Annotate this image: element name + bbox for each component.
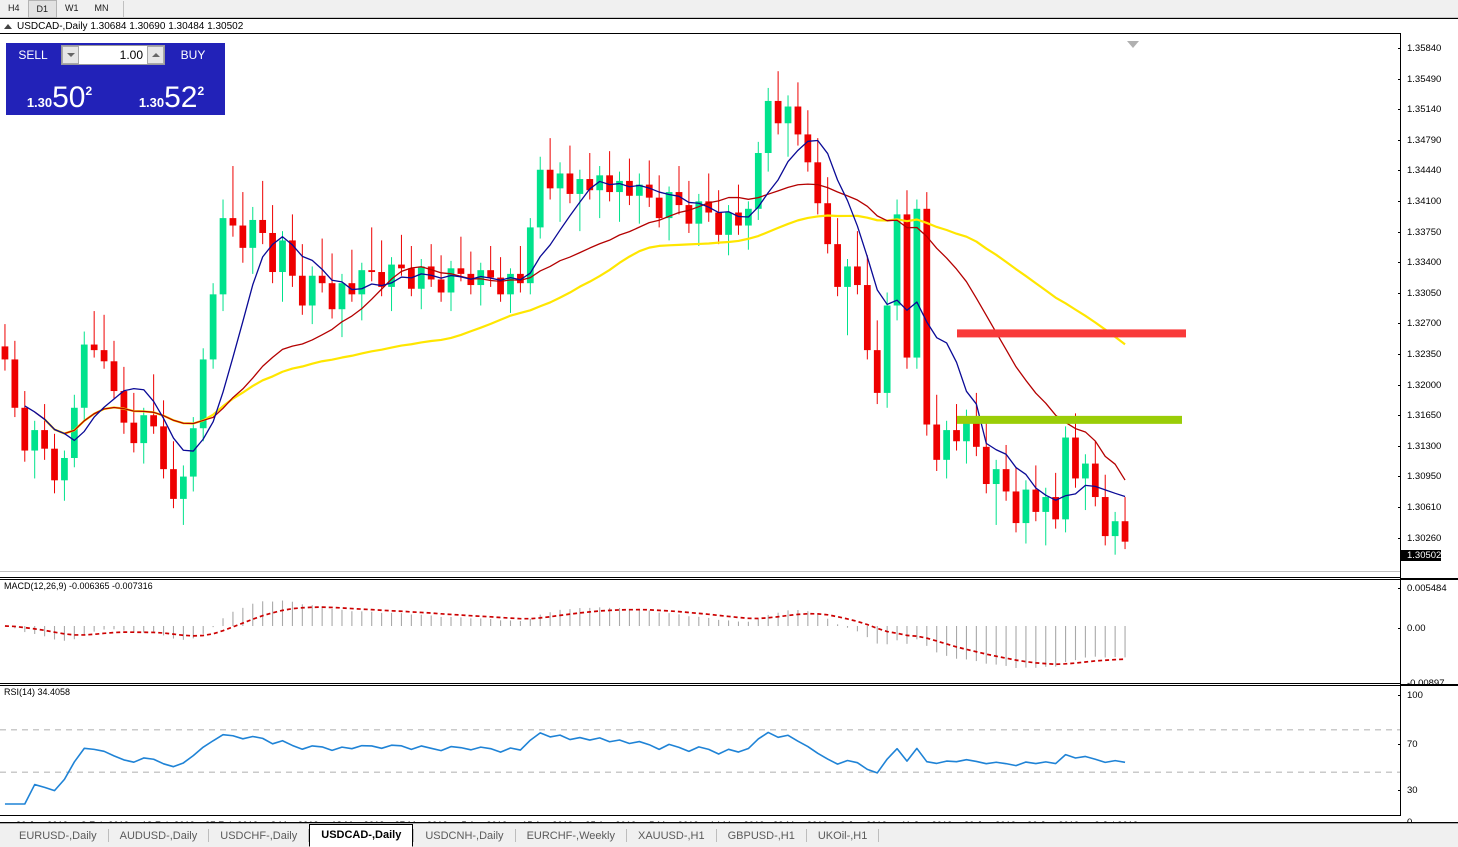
buy-button[interactable]: BUY	[180, 48, 206, 62]
resistance	[957, 329, 1186, 338]
chart-tab[interactable]: USDCHF-,Daily	[220, 829, 298, 842]
chart-tab[interactable]: AUDUSD-,Daily	[119, 829, 198, 842]
rsi-tick: 70	[1398, 739, 1418, 750]
chart-tab[interactable]: EURCHF-,Weekly	[526, 829, 615, 842]
current-price-tick: 1.30502	[1401, 550, 1442, 561]
price-tick: 1.34440	[1397, 165, 1441, 176]
quantity-value[interactable]: 1.00	[119, 48, 143, 62]
macd-tick: 0.00	[1398, 623, 1426, 634]
macd-pane[interactable]: MACD(12,26,9) -0.006365 -0.007316	[0, 579, 1400, 684]
chart-window-header: USDCAD-,Daily 1.30684 1.30690 1.30484 1.…	[0, 19, 1458, 33]
price-tick: 1.35490	[1397, 74, 1441, 85]
timeframe-h4[interactable]: H4	[8, 3, 20, 13]
buy-price-box[interactable]: 1.30 52 2	[118, 69, 225, 115]
tab-divider	[805, 829, 807, 842]
chart-tab[interactable]: EURUSD-,Daily	[19, 829, 97, 842]
price-tick: 1.30950	[1397, 471, 1441, 482]
buy-price-sup: 2	[197, 84, 205, 98]
price-tick: 1.31650	[1397, 410, 1441, 421]
quantity-increment-button[interactable]	[147, 46, 164, 64]
price-tick: 1.34790	[1397, 135, 1441, 146]
chevron-up-icon	[151, 53, 160, 57]
collapse-triangle-icon[interactable]	[4, 23, 12, 29]
macd-tick: -0.00897	[1398, 678, 1445, 689]
price-tick: 1.33400	[1397, 257, 1441, 268]
support	[957, 415, 1182, 424]
scale-divider	[1401, 684, 1458, 685]
sell-button[interactable]: SELL	[18, 48, 48, 62]
chart-tab[interactable]: USDCNH-,Daily	[425, 829, 504, 842]
tab-divider	[308, 829, 310, 842]
price-tick: 1.31300	[1397, 441, 1441, 452]
timeframe-w1[interactable]: W1	[65, 3, 79, 13]
price-tick: 1.33750	[1397, 227, 1441, 238]
scroll-position-marker-icon[interactable]	[1127, 41, 1139, 48]
price-tick: 1.32000	[1397, 380, 1441, 391]
chart-tabbar: EURUSD-,Daily AUDUSD-,Daily USDCHF-,Daily U…	[0, 823, 1458, 847]
chart-tab[interactable]: GBPUSD-,H1	[727, 829, 795, 842]
sell-price-box[interactable]: 1.30 50 2	[6, 69, 113, 115]
trade-panel-top-row: SELL 1.00 BUY	[6, 43, 225, 67]
sell-price-big: 50	[52, 81, 86, 114]
tab-divider	[715, 829, 717, 842]
price-pane[interactable]	[0, 33, 1400, 578]
rsi-tick: 0	[1397, 817, 1412, 828]
timeframe-mn[interactable]: MN	[94, 3, 109, 13]
scale-divider	[1401, 685, 1458, 686]
tab-divider	[878, 829, 880, 842]
timeframe-toolbar: H4 D1 W1 MN	[0, 0, 1458, 18]
sell-price-sup: 2	[85, 84, 93, 98]
chart-tab[interactable]: XAUUSD-,H1	[637, 829, 705, 842]
rsi-tick: 30	[1398, 785, 1418, 796]
price-tick: 1.32700	[1397, 318, 1441, 329]
tab-divider	[625, 829, 627, 842]
chart-window: USDCAD-,Daily 1.30684 1.30690 1.30484 1.…	[0, 18, 1458, 831]
macd-tick: 0.005484	[1398, 583, 1447, 594]
price-tick: 1.30260	[1397, 533, 1441, 544]
toolbar-divider	[122, 0, 124, 17]
rsi-pane[interactable]: RSI(14) 34.4058	[0, 685, 1400, 816]
rsi-label: RSI(14) 34.4058	[4, 687, 74, 697]
sell-price-prefix: 1.30	[26, 95, 53, 110]
tab-divider	[208, 829, 210, 842]
chevron-down-icon	[66, 53, 75, 57]
tab-divider	[413, 829, 415, 842]
quantity-stepper[interactable]: 1.00	[61, 45, 165, 65]
price-tick: 1.35840	[1397, 43, 1441, 54]
macd-chart	[4, 600, 1126, 668]
chart-tab[interactable]: UKOil-,H1	[817, 829, 868, 842]
price-tick: 1.34100	[1397, 196, 1441, 207]
price-tick: 1.35140	[1397, 104, 1441, 115]
candlestick-chart	[1, 71, 1186, 555]
price-tick: 1.32350	[1397, 349, 1441, 360]
scale-divider	[1401, 579, 1458, 580]
quantity-decrement-button[interactable]	[62, 46, 79, 64]
macd-label: MACD(12,26,9) -0.006365 -0.007316	[4, 581, 156, 591]
rsi-tick: 100	[1398, 690, 1423, 701]
tab-divider	[514, 829, 516, 842]
buy-price-prefix: 1.30	[138, 95, 165, 110]
tab-divider	[107, 829, 109, 842]
price-scale[interactable]: 1.35840 1.35490 1.35140 1.34790 1.34440 1.341…	[1397, 33, 1458, 828]
buy-price-big: 52	[164, 81, 198, 114]
timeframe-d1[interactable]: D1	[27, 0, 58, 18]
chart-tab[interactable]: USDCAD-,Daily	[309, 824, 414, 847]
one-click-trading-panel[interactable]: SELL 1.00 BUY 1.30 50 2 1.30 52 2	[6, 43, 225, 115]
scale-divider	[1401, 578, 1458, 579]
price-tick: 1.30610	[1397, 502, 1441, 513]
price-tick: 1.33050	[1397, 288, 1441, 299]
current-price-line	[0, 571, 1400, 572]
rsi-chart	[0, 729, 1400, 805]
symbol-ohlc-title: USDCAD-,Daily 1.30684 1.30690 1.30484 1.…	[17, 20, 244, 32]
